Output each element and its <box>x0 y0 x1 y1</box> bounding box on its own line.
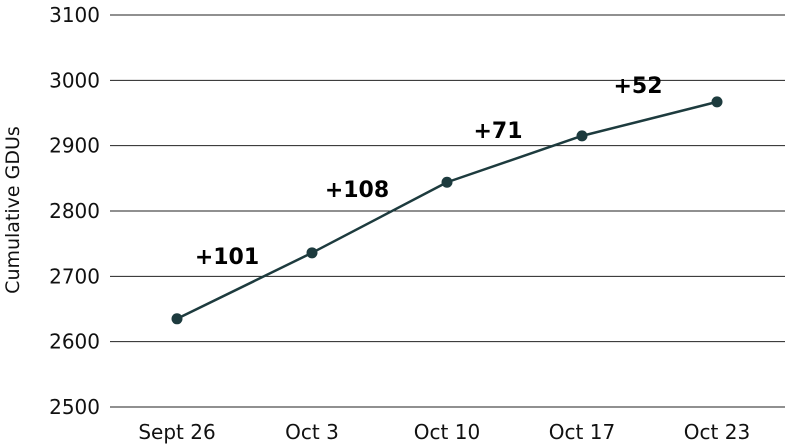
x-tick-label: Oct 3 <box>285 420 339 444</box>
data-point <box>441 176 453 188</box>
x-tick-label: Oct 10 <box>414 420 480 444</box>
x-tick-label: Oct 23 <box>684 420 750 444</box>
series-layer <box>176 100 718 320</box>
y-tick-label: 2700 <box>49 264 100 288</box>
y-axis-title: Cumulative GDUs <box>2 126 24 294</box>
y-tick-label: 2600 <box>49 330 100 354</box>
increment-annotation: +71 <box>473 119 522 144</box>
data-point <box>306 247 318 259</box>
annotations: +101 +108 +71 +52 <box>195 74 663 270</box>
increment-annotation: +52 <box>613 74 662 99</box>
x-axis-ticks: Sept 26 Oct 3 Oct 10 Oct 17 Oct 23 <box>138 420 750 444</box>
x-tick-label: Sept 26 <box>138 420 215 444</box>
y-tick-label: 2500 <box>49 395 100 419</box>
increment-annotation: +101 <box>195 245 259 270</box>
increment-annotation: +108 <box>325 178 389 203</box>
gridlines <box>110 14 785 408</box>
data-point <box>576 130 588 142</box>
y-tick-label: 2900 <box>49 134 100 158</box>
y-axis-ticks: 2500 2600 2700 2800 2900 3000 3100 <box>49 3 100 419</box>
series-line <box>176 100 718 320</box>
y-tick-label: 2800 <box>49 199 100 223</box>
data-points <box>171 96 723 325</box>
data-point <box>711 96 723 108</box>
y-tick-label: 3100 <box>49 3 100 27</box>
data-point <box>171 313 183 325</box>
x-tick-label: Oct 17 <box>549 420 615 444</box>
y-tick-label: 3000 <box>49 68 100 92</box>
